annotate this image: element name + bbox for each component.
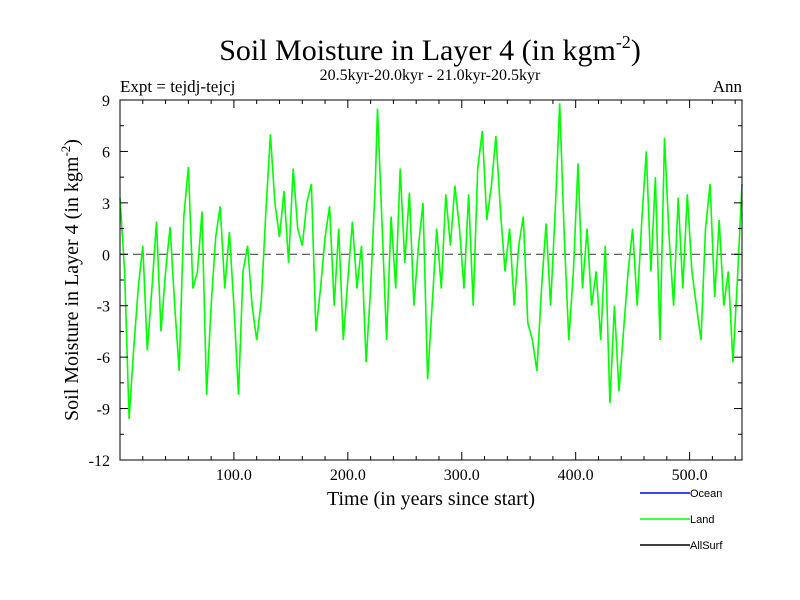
y-tick-label: 9 [102,93,110,110]
chart-subtitle: 20.5kyr-20.0kyr - 21.0kyr-20.5kyr [320,67,541,84]
legend-label-land: Land [690,514,714,526]
y-tick-label: -3 [97,299,110,316]
series-line-land [119,103,743,419]
y-tick-label: 0 [102,247,110,264]
x-tick-label: 500.0 [672,467,708,484]
experiment-label: Expt = tejdj-tejcj [120,77,235,96]
y-tick-label: -6 [97,350,110,367]
legend-label-allsurf: AllSurf [690,540,723,552]
x-tick-label: 400.0 [558,467,594,484]
x-tick-label: 300.0 [444,467,480,484]
x-tick-label: 200.0 [330,467,366,484]
y-axis-label: Soil Moisture in Layer 4 (in kgm-2) [58,139,83,421]
y-tick-label: -12 [89,453,110,470]
y-tick-label: 6 [102,144,110,161]
x-tick-label: 100.0 [216,467,252,484]
chart-title: Soil Moisture in Layer 4 (in kgm-2) [219,32,641,67]
legend-label-ocean: Ocean [690,488,722,500]
y-tick-label: -9 [97,402,110,419]
y-tick-label: 3 [102,196,110,213]
x-axis-label: Time (in years since start) [327,488,535,510]
season-label: Ann [713,77,743,96]
